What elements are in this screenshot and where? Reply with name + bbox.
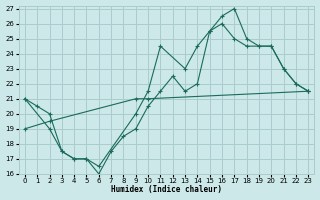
X-axis label: Humidex (Indice chaleur): Humidex (Indice chaleur) xyxy=(111,185,222,194)
